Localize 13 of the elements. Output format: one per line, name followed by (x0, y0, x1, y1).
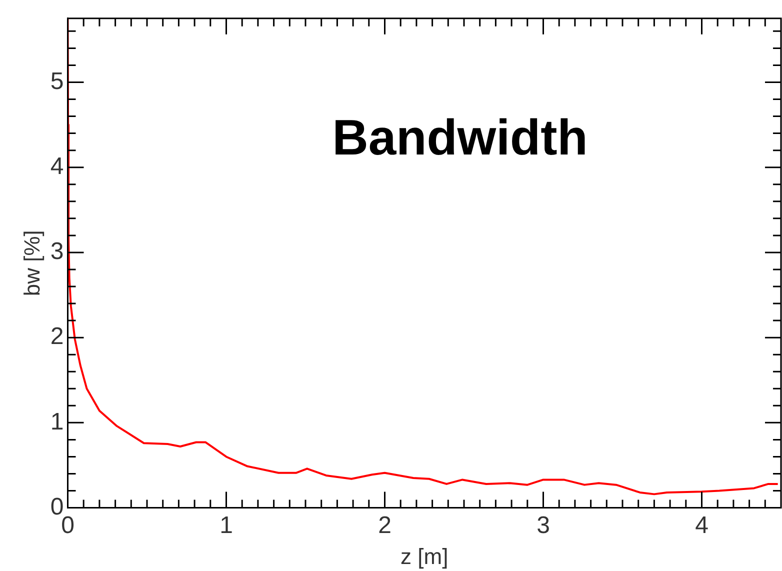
y-tick-label: 1 (50, 408, 64, 436)
x-tick-label: 1 (220, 512, 233, 539)
x-axis-title: z [m] (400, 544, 448, 569)
y-tick-label: 4 (50, 152, 64, 180)
y-tick-label: 3 (50, 238, 64, 266)
x-tick-label: 2 (378, 512, 392, 539)
y-tick-label: 5 (50, 68, 64, 95)
y-axis-title: bw [%] (19, 230, 44, 296)
x-tick-label: 4 (695, 512, 708, 539)
y-tick-label: 0 (50, 493, 64, 520)
text: Bandwidth (332, 110, 588, 166)
y-tick-label: 2 (50, 323, 64, 350)
x-tick-label: 3 (536, 512, 550, 539)
